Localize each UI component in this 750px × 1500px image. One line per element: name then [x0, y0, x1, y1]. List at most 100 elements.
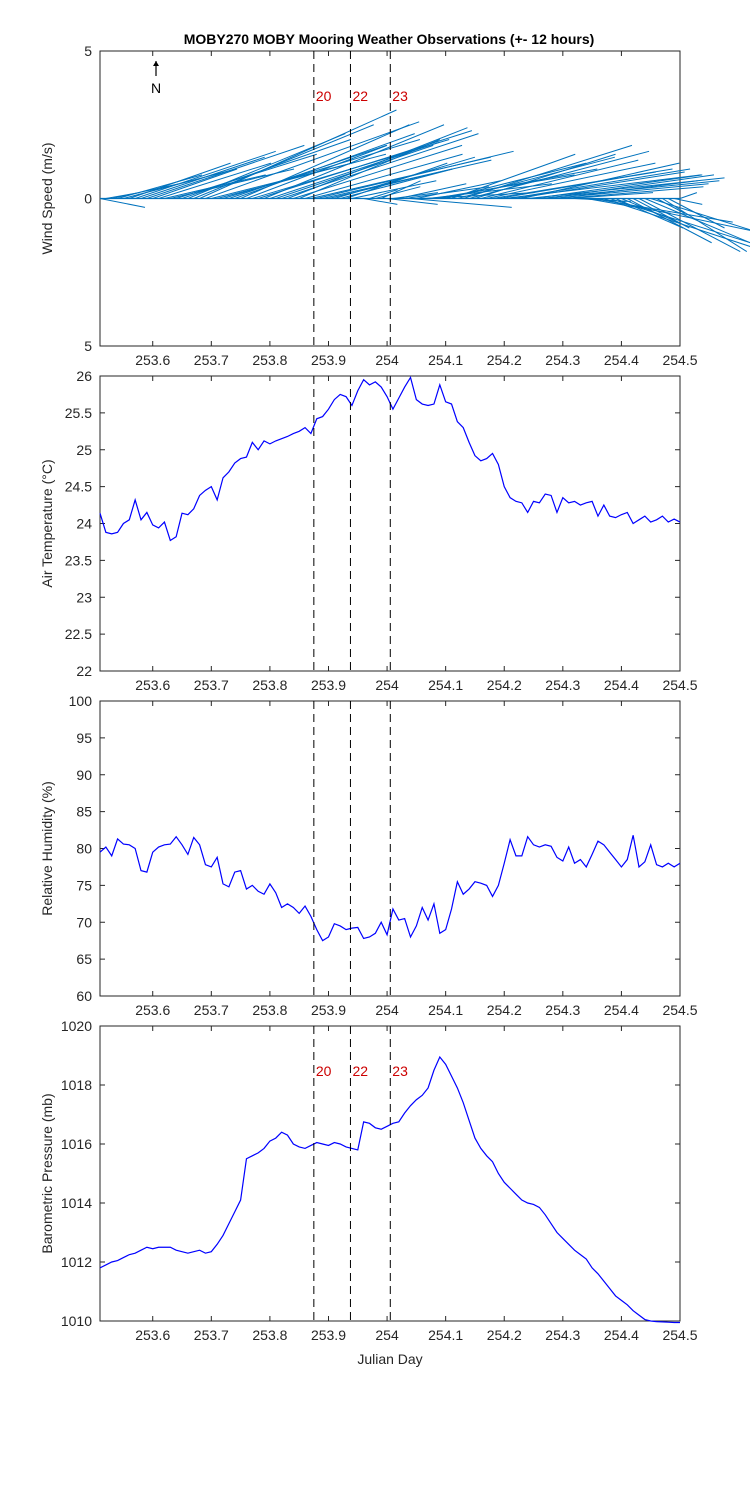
- wind-vector: [615, 198, 684, 229]
- wind-vector: [369, 189, 398, 199]
- wind-vector: [351, 180, 437, 199]
- x-tick-label: 253.9: [311, 1327, 346, 1343]
- wind-vector: [263, 124, 445, 199]
- north-label: N: [151, 80, 161, 96]
- y-tick-label: 0: [84, 191, 92, 207]
- wind-vector: [134, 150, 276, 199]
- panel-barometric-pressure: 253.6 253.7 253.8 253.9 254 254.1 254.2 254.3 25…: [39, 1018, 698, 1367]
- x-tick-label: 254.5: [662, 1002, 697, 1018]
- wind-vector: [246, 144, 388, 199]
- wind-vector: [258, 130, 473, 199]
- wind-vector: [644, 198, 750, 244]
- x-tick-label: 253.9: [311, 352, 346, 368]
- x-tick-label: 254: [375, 352, 399, 368]
- y-axis-label: Air Temperature (°C): [39, 459, 55, 587]
- wind-vector: [416, 180, 501, 199]
- x-tick-label: 253.6: [135, 1002, 170, 1018]
- wind-vector: [205, 121, 420, 199]
- wind-vector: [562, 186, 704, 199]
- y-tick-label: 1014: [61, 1195, 92, 1211]
- x-tick-label: 254.1: [428, 677, 463, 693]
- y-tick-label: 5: [84, 43, 92, 59]
- wind-vector: [152, 168, 238, 199]
- wind-vector: [199, 109, 397, 199]
- y-tick-label: 1018: [61, 1077, 92, 1093]
- y-axis-label: Barometric Pressure (mb): [39, 1093, 55, 1253]
- y-tick-label: 25: [76, 442, 92, 458]
- y-tick-label: 1012: [61, 1254, 92, 1270]
- wind-vector: [99, 198, 146, 208]
- wind-vector: [480, 159, 639, 199]
- wind-vector: [193, 124, 374, 199]
- x-tick-label: 253.6: [135, 677, 170, 693]
- x-tick-label: 254.3: [545, 677, 580, 693]
- wind-vector: [129, 162, 231, 199]
- wind-vector: [515, 171, 685, 199]
- x-tick-label: 254.4: [604, 1327, 639, 1343]
- x-tick-label: 253.8: [252, 1002, 287, 1018]
- y-tick-label: 22: [76, 663, 92, 679]
- wind-vector: [556, 180, 698, 199]
- x-tick-label: 254.3: [545, 352, 580, 368]
- x-tick-label: 254.3: [545, 1327, 580, 1343]
- wind-vector: [298, 139, 440, 199]
- x-tick-label: 254.1: [428, 352, 463, 368]
- wind-vector: [632, 198, 690, 229]
- wind-vector: [521, 162, 680, 199]
- y-tick-label: 24.5: [65, 479, 92, 495]
- marker-label: 23: [392, 1063, 408, 1079]
- x-axis-label: Julian Day: [357, 1351, 422, 1367]
- wind-vector: [638, 198, 741, 253]
- marker-label: 20: [316, 1063, 332, 1079]
- relative-humidity-line: [99, 835, 681, 942]
- x-tick-label: 253.7: [194, 1327, 229, 1343]
- x-tick-label: 253.7: [194, 677, 229, 693]
- y-tick-label: 80: [76, 841, 92, 857]
- y-tick-label: 5: [84, 338, 92, 354]
- marker-label: 22: [352, 88, 368, 104]
- wind-vector: [679, 192, 698, 199]
- wind-vector: [117, 174, 203, 199]
- wind-vector: [392, 192, 438, 199]
- y-tick-label: 75: [76, 877, 92, 893]
- wind-vector: [609, 198, 750, 244]
- y-tick-label: 26: [76, 368, 92, 384]
- y-tick-label: 65: [76, 951, 92, 967]
- y-tick-label: 100: [69, 693, 93, 709]
- wind-vector: [463, 144, 633, 199]
- wind-vector: [140, 156, 265, 199]
- wind-vector: [662, 198, 748, 253]
- y-tick-label: 1010: [61, 1313, 92, 1329]
- y-axis-label: Relative Humidity (%): [39, 781, 55, 916]
- wind-vector: [387, 198, 438, 205]
- y-tick-label: 23.5: [65, 552, 92, 568]
- wind-vector: [451, 153, 576, 199]
- y-tick-label: 1016: [61, 1136, 92, 1152]
- x-tick-label: 253.8: [252, 677, 287, 693]
- x-tick-label: 253.6: [135, 1327, 170, 1343]
- x-tick-label: 254.2: [487, 1327, 522, 1343]
- y-tick-label: 23: [76, 589, 92, 605]
- wind-vector: [304, 153, 463, 199]
- panel-air-temperature: 253.6 253.7 253.8 253.9 254 254.1 254.2 254.3 25…: [39, 368, 698, 693]
- y-tick-label: 85: [76, 804, 92, 820]
- y-axis-label: Wind Speed (m/s): [39, 142, 55, 254]
- y-tick-label: 60: [76, 988, 92, 1004]
- x-tick-label: 253.6: [135, 352, 170, 368]
- wind-vector: [545, 174, 715, 199]
- wind-vector: [158, 162, 272, 199]
- y-tick-label: 22.5: [65, 626, 92, 642]
- marker-label: 22: [352, 1063, 368, 1079]
- wind-vector: [345, 162, 448, 199]
- north-arrow-icon: [153, 61, 159, 66]
- y-tick-label: 70: [76, 914, 92, 930]
- wind-vector: [668, 198, 725, 229]
- wind-vector: [410, 198, 512, 208]
- wind-vector: [533, 174, 703, 199]
- wind-vector: [146, 144, 305, 199]
- x-tick-label: 253.7: [194, 352, 229, 368]
- x-tick-label: 254.5: [662, 1327, 697, 1343]
- wind-vector: [363, 198, 398, 205]
- wind-vector: [381, 180, 421, 199]
- x-tick-label: 254.5: [662, 677, 697, 693]
